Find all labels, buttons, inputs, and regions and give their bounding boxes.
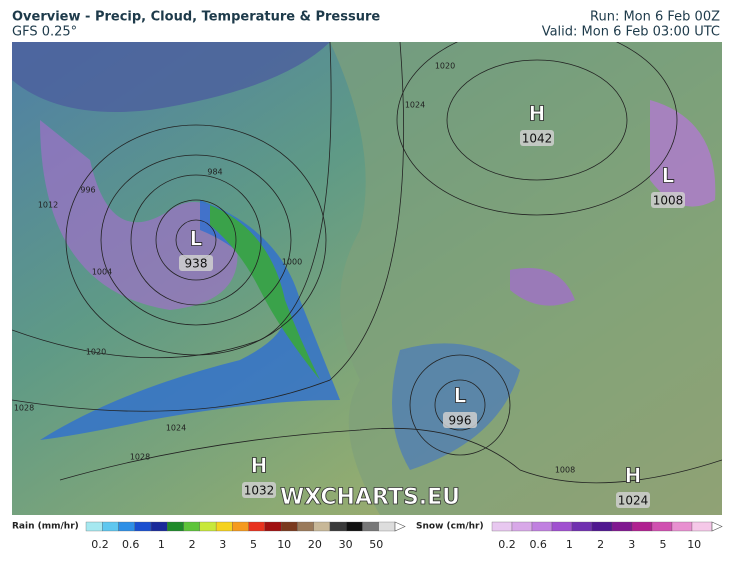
legend-tick: 2 xyxy=(189,538,196,551)
title: Overview - Precip, Cloud, Temperature & … xyxy=(12,10,380,25)
color-swatch xyxy=(167,521,184,532)
colorbar-arrow xyxy=(711,521,723,532)
color-swatch xyxy=(362,521,379,532)
color-swatch xyxy=(183,521,200,532)
legend-tick: 10 xyxy=(277,538,291,551)
color-swatch xyxy=(591,521,613,532)
color-swatch xyxy=(611,521,633,532)
cloud-north xyxy=(12,42,330,112)
pressure-value: 1042 xyxy=(522,132,553,146)
pressure-value: 938 xyxy=(185,257,208,271)
color-swatch xyxy=(215,521,233,532)
color-swatch xyxy=(150,521,168,532)
pressure-value-box xyxy=(520,130,554,146)
color-swatch xyxy=(346,521,363,532)
rain-colorbar: 0.2 0.6 1 2 3 5 10 20 30 50 xyxy=(85,521,406,551)
color-swatch xyxy=(199,521,217,532)
rain-med xyxy=(392,343,520,470)
pressure-center-type: H xyxy=(625,464,642,488)
color-swatch xyxy=(671,521,693,532)
color-swatch xyxy=(297,521,314,532)
legend-tick: 5 xyxy=(250,538,257,551)
legend-tick: 30 xyxy=(339,538,353,551)
color-swatch xyxy=(531,521,553,532)
legend-tick: 2 xyxy=(597,538,604,551)
color-swatch xyxy=(378,521,396,532)
isobar-label: 996 xyxy=(80,186,95,195)
legend-tick: 5 xyxy=(660,538,667,551)
color-swatch xyxy=(248,521,266,532)
color-swatch xyxy=(118,521,135,532)
color-swatch xyxy=(134,521,152,532)
snow-legend-label: Snow (cm/hr) xyxy=(416,522,484,532)
map: 1012 996 984 1004 1020 1028 1024 1028 1020 1024 10… xyxy=(12,42,722,515)
isobar-label: 1020 xyxy=(435,62,455,71)
model: GFS 0.25° xyxy=(12,25,77,40)
color-swatch xyxy=(511,521,533,532)
valid-time: Valid: Mon 6 Feb 03:00 UTC xyxy=(542,25,720,40)
snow-colorbar: 0.2 0.6 1 2 3 5 10 xyxy=(491,521,723,551)
pressure-center-type: L xyxy=(454,384,467,408)
pressure-value-box xyxy=(651,192,685,208)
isobar-label: 1008 xyxy=(555,466,575,475)
color-swatch xyxy=(329,521,347,532)
legend-tick: 0.2 xyxy=(91,538,109,551)
color-swatch xyxy=(313,521,331,532)
color-swatch xyxy=(281,521,298,532)
pressure-value-box xyxy=(179,255,213,271)
legend-tick: 50 xyxy=(369,538,383,551)
legend-tick: 1 xyxy=(158,538,165,551)
pressure-center-type: H xyxy=(251,454,268,478)
isobar-label: 1004 xyxy=(92,268,112,277)
pressure-center-type: L xyxy=(662,164,675,188)
legend-tick: 20 xyxy=(308,538,322,551)
color-swatch xyxy=(85,521,103,532)
snow-central xyxy=(510,268,575,306)
legend-tick: 3 xyxy=(628,538,635,551)
isobar-label: 1024 xyxy=(405,101,425,110)
pressure-center-type: L xyxy=(190,227,203,251)
legend-tick: 10 xyxy=(687,538,701,551)
isobar-label: 1028 xyxy=(14,404,34,413)
snow-east xyxy=(650,100,716,207)
legend-tick: 0.2 xyxy=(498,538,516,551)
run-time: Run: Mon 6 Feb 00Z xyxy=(590,10,720,25)
colorbar-arrow xyxy=(394,521,406,532)
pressure-value-box xyxy=(443,412,477,428)
legend-tick: 0.6 xyxy=(529,538,547,551)
color-swatch xyxy=(651,521,673,532)
isobar-label: 1000 xyxy=(282,258,302,267)
isobar-label: 1028 xyxy=(130,453,150,462)
pressure-value: 996 xyxy=(449,414,472,428)
isobar-label: 1012 xyxy=(38,201,58,210)
color-swatch xyxy=(264,521,282,532)
isobars xyxy=(12,42,722,484)
isobar-label: 1024 xyxy=(166,424,186,433)
legend-tick: 3 xyxy=(219,538,226,551)
pressure-center-type: H xyxy=(529,102,546,126)
isobar-label: 984 xyxy=(207,168,222,177)
heavy-rain xyxy=(210,205,320,380)
color-swatch xyxy=(631,521,653,532)
color-swatch xyxy=(551,521,573,532)
pressure-value: 1024 xyxy=(618,494,649,508)
color-swatch xyxy=(232,521,249,532)
legend-tick: 0.6 xyxy=(122,538,140,551)
isobar-label: 1020 xyxy=(86,348,106,357)
rain-legend-label: Rain (mm/hr) xyxy=(12,522,79,532)
pressure-value-box xyxy=(616,492,650,508)
color-swatch xyxy=(691,521,713,532)
watermark: WXCHARTS.EU xyxy=(280,485,460,510)
color-swatch xyxy=(491,521,513,532)
color-swatch xyxy=(571,521,593,532)
legend-tick: 1 xyxy=(566,538,573,551)
pressure-value: 1032 xyxy=(244,484,275,498)
pressure-value-box xyxy=(242,482,276,498)
color-swatch xyxy=(102,521,119,532)
pressure-value: 1008 xyxy=(653,194,684,208)
